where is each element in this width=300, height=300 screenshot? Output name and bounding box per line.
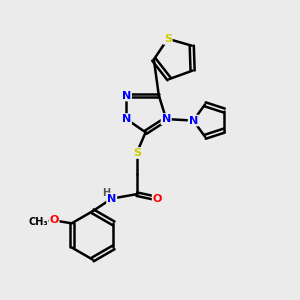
Text: O: O — [49, 215, 59, 225]
Text: N: N — [162, 114, 171, 124]
Text: N: N — [122, 91, 131, 100]
Text: N: N — [189, 116, 198, 126]
Text: N: N — [122, 114, 131, 124]
Text: S: S — [133, 148, 141, 158]
Text: S: S — [164, 34, 172, 44]
Text: N: N — [107, 194, 116, 204]
Text: CH₃: CH₃ — [28, 217, 48, 227]
Text: H: H — [102, 188, 110, 198]
Text: O: O — [153, 194, 162, 204]
